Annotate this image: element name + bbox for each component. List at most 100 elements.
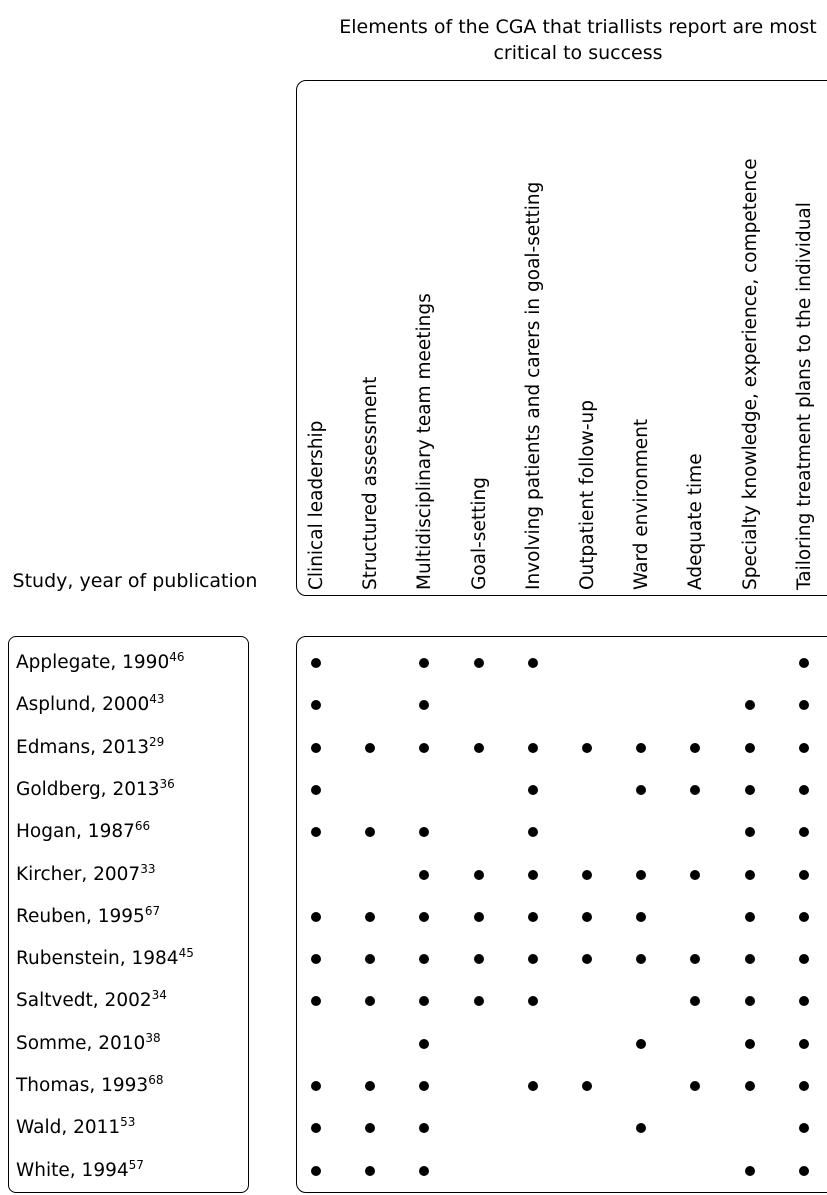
dot-marker	[527, 911, 538, 922]
dot-marker	[636, 954, 647, 965]
study-name: Saltvedt, 2002	[16, 990, 152, 1012]
study-label: Reuben, 199567	[16, 905, 160, 929]
study-reference: 36	[159, 776, 175, 791]
dot-marker	[419, 827, 430, 838]
dot-marker	[798, 1123, 809, 1134]
dot-marker	[744, 869, 755, 880]
dot-marker	[527, 827, 538, 838]
study-name: Applegate, 1990	[16, 652, 170, 673]
dot-marker	[636, 1038, 647, 1049]
study-name: White, 1994	[16, 1159, 129, 1181]
dot-marker	[473, 658, 484, 668]
column-header-label: Clinical leadership	[306, 420, 327, 590]
dot-marker	[744, 996, 755, 1007]
dot-marker	[419, 700, 430, 711]
study-reference: 67	[144, 903, 161, 918]
study-name: Wald, 2011	[16, 1117, 121, 1139]
dot-marker	[419, 1038, 430, 1049]
dot-marker	[419, 996, 430, 1007]
dot-marker	[365, 1165, 376, 1176]
column-header: Involving patients and carers in goal-se…	[517, 82, 547, 590]
row-header-title: Study, year of publication	[12, 570, 258, 592]
study-label: Hogan, 198766	[16, 820, 150, 844]
dot-marker	[636, 784, 647, 795]
study-list-frame	[8, 636, 249, 1193]
study-name: Kircher, 2007	[16, 863, 141, 885]
column-header-label: Ward environment	[631, 418, 653, 590]
column-header: Structured assessment	[354, 82, 384, 590]
dot-marker	[527, 742, 538, 753]
column-header-label: Structured assessment	[360, 376, 382, 590]
study-reference: 46	[169, 650, 185, 664]
dot-marker	[798, 1165, 809, 1176]
study-name: Thomas, 1993	[16, 1075, 149, 1096]
study-name: Hogan, 1987	[16, 821, 135, 843]
dot-marker	[419, 911, 430, 922]
dot-marker	[744, 1081, 755, 1091]
dot-marker	[744, 700, 755, 711]
study-reference: 29	[149, 734, 165, 749]
column-header-label: Goal-setting	[468, 477, 490, 590]
study-label: Thomas, 199368	[16, 1074, 163, 1098]
study-reference: 34	[151, 988, 167, 1003]
dot-marker	[527, 1081, 538, 1091]
column-header: Specialty knowledge, experience, compete…	[734, 82, 764, 590]
dot-marker	[527, 954, 538, 965]
study-name: Reuben, 1995	[16, 905, 145, 927]
dot-marker	[419, 1081, 430, 1091]
dot-marker	[744, 827, 755, 838]
study-name: Somme, 2010	[16, 1032, 146, 1054]
dot-marker	[311, 1123, 321, 1134]
study-reference: 57	[128, 1157, 144, 1172]
dot-marker	[365, 827, 376, 838]
dot-marker	[744, 954, 755, 965]
column-header: Tailoring treatment plans to the individ…	[788, 82, 818, 590]
dot-marker	[311, 1081, 321, 1091]
dot-marker	[365, 996, 376, 1007]
study-name: Rubenstein, 1984	[16, 948, 179, 970]
dot-marker	[473, 911, 484, 922]
study-label: White, 199457	[16, 1159, 144, 1183]
dot-marker	[690, 742, 701, 753]
dot-marker	[473, 869, 484, 880]
dot-marker	[798, 1081, 809, 1091]
dot-marker	[419, 1123, 430, 1134]
dot-marker	[798, 742, 809, 753]
dot-marker	[311, 658, 321, 668]
dot-marker	[311, 954, 321, 965]
study-label: Saltvedt, 200234	[16, 989, 167, 1013]
dot-marker	[311, 911, 321, 922]
dot-marker	[690, 996, 701, 1007]
dot-marker	[690, 784, 701, 795]
dot-marker	[636, 742, 647, 753]
study-reference: 68	[148, 1073, 164, 1087]
chart-title: Elements of the CGA that triallists repo…	[339, 16, 817, 64]
dot-marker	[527, 658, 538, 668]
dot-marker	[744, 742, 755, 753]
study-name: Edmans, 2013	[16, 736, 149, 758]
column-header-label: Tailoring treatment plans to the individ…	[793, 202, 815, 590]
dot-marker	[473, 954, 484, 965]
study-label: Wald, 201153	[16, 1116, 135, 1140]
dot-marker	[582, 911, 592, 922]
dot-marker	[744, 1038, 755, 1049]
dot-marker	[744, 911, 755, 922]
column-header: Adequate time	[679, 82, 709, 590]
dot-marker	[419, 742, 430, 753]
dot-marker	[365, 742, 376, 753]
dot-marker	[365, 1081, 376, 1091]
dot-marker	[798, 1038, 809, 1049]
column-header-label: Multidisciplinary team meetings	[414, 293, 436, 590]
dot-marker	[365, 954, 376, 965]
study-label: Somme, 201038	[16, 1032, 161, 1056]
dot-marker	[473, 742, 484, 753]
study-label: Edmans, 201329	[16, 736, 164, 760]
dot-marker	[419, 869, 430, 880]
dot-marker	[473, 996, 484, 1007]
dot-marker	[798, 784, 809, 795]
dot-marker	[311, 1165, 321, 1176]
dot-marker	[419, 658, 430, 668]
column-header: Goal-setting	[463, 82, 493, 590]
dot-marker	[582, 1081, 592, 1091]
study-reference: 53	[120, 1115, 136, 1130]
